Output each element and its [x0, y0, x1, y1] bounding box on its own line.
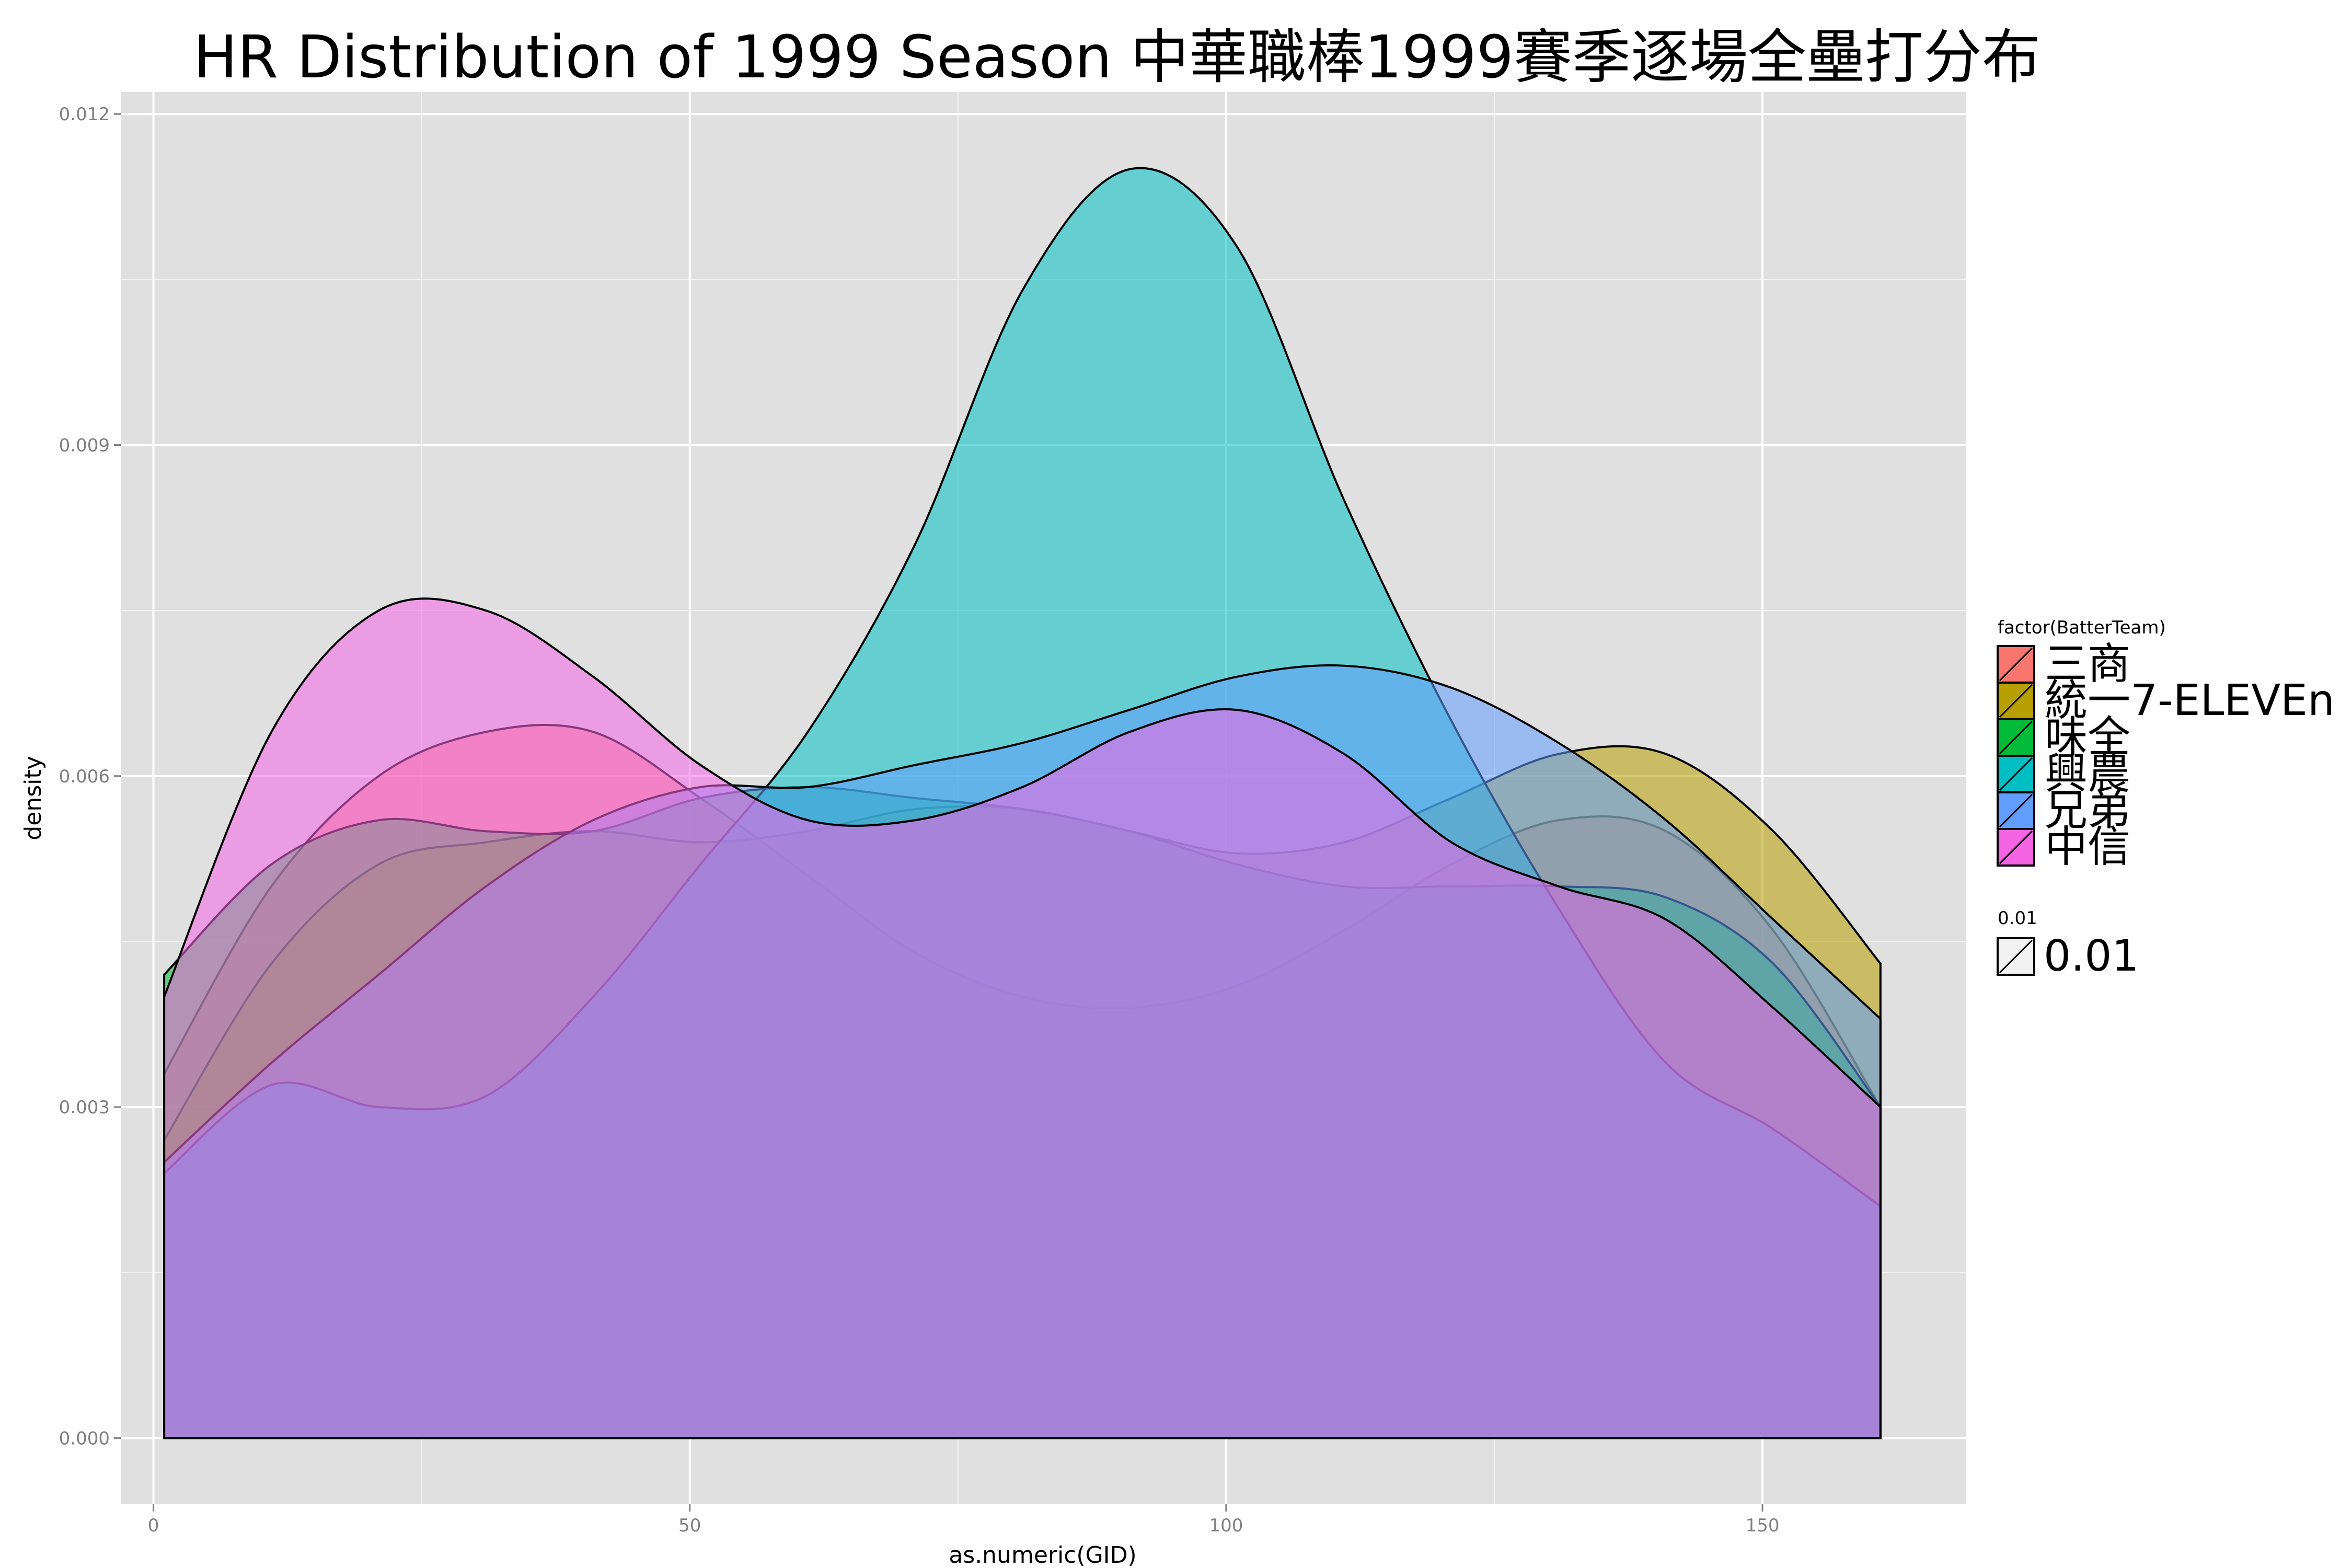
y-tick-label: 0.003	[59, 1097, 110, 1118]
legend-label-0: 三商	[2045, 639, 2130, 689]
legend-label-4: 兄弟	[2045, 786, 2130, 835]
alpha-legend-label: 0.01	[2044, 931, 2139, 981]
legend-label-2: 味全	[2045, 712, 2130, 762]
density-areas	[163, 167, 1882, 1439]
x-tick-label: 50	[678, 1515, 701, 1536]
legend-label-1: 統一7-ELEVEn	[2045, 676, 2335, 725]
legend-key-slash	[1999, 720, 2033, 755]
y-tick-label: 0.012	[59, 104, 110, 125]
axes: 0 50 100 150 0.000 0.003 0.006 0.009 0.012	[59, 104, 1780, 1536]
y-tick-label: 0.000	[59, 1428, 110, 1449]
legend: factor(BatterTeam) 0.01 0.01 三商統一7-ELEVE…	[1997, 617, 2335, 981]
legend-key-slash	[1999, 793, 2033, 828]
x-tick-label: 0	[148, 1515, 159, 1536]
x-axis-title: as.numeric(GID)	[949, 1542, 1136, 1568]
legend-key-slash	[1999, 830, 2033, 864]
x-tick-label: 150	[1746, 1515, 1780, 1536]
y-tick-label: 0.009	[59, 435, 110, 456]
legend-key-slash	[1999, 684, 2033, 718]
alpha-legend-key-slash	[1999, 939, 2033, 974]
legend-key-slash	[1999, 757, 2033, 791]
chart-title: HR Distribution of 1999 Season 中華職棒1999賽…	[193, 24, 2040, 91]
legend-label-5: 中信	[2045, 822, 2130, 872]
legend-key-slash	[1999, 647, 2033, 682]
density-area-5	[163, 597, 1882, 1439]
legend-title: factor(BatterTeam)	[1998, 617, 2166, 638]
alpha-legend-title: 0.01	[1998, 908, 2037, 929]
x-tick-label: 100	[1209, 1515, 1243, 1536]
y-axis-title: density	[20, 756, 47, 840]
legend-label-3: 興農	[2045, 749, 2130, 799]
y-tick-label: 0.006	[59, 766, 110, 787]
